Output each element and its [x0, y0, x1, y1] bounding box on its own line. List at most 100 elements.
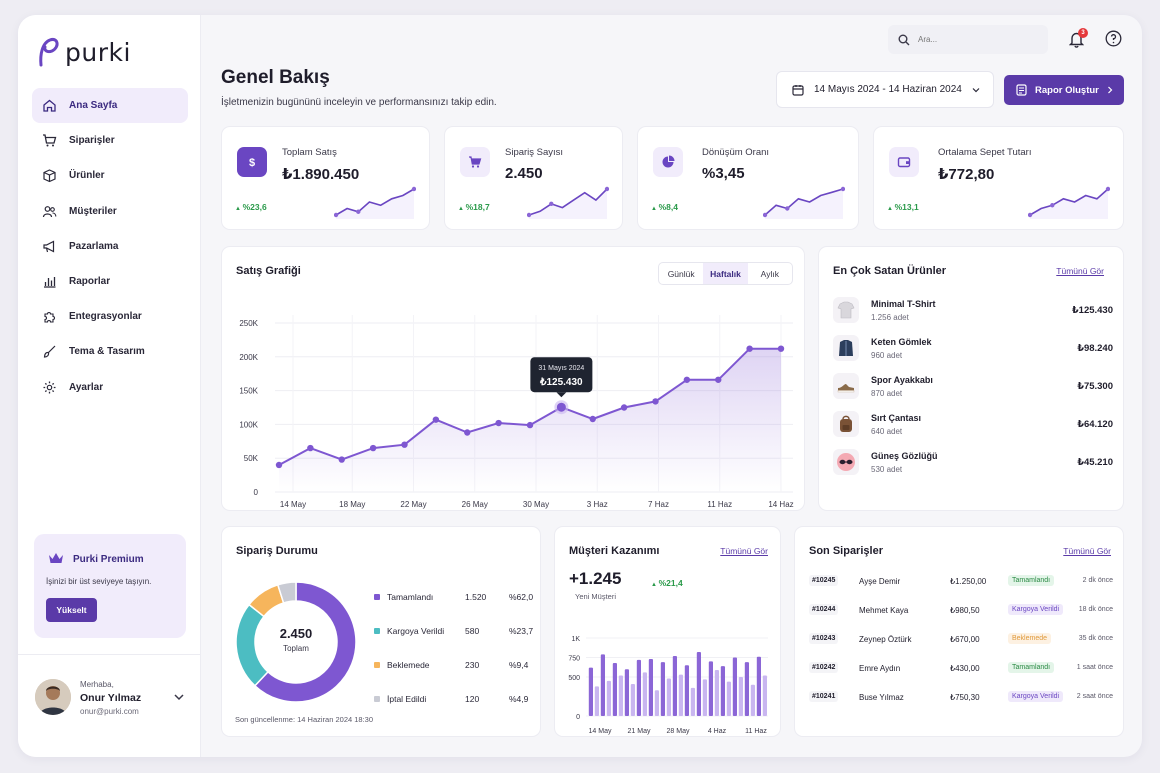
data-point[interactable]: [432, 416, 440, 423]
search-box[interactable]: [888, 25, 1048, 54]
data-point[interactable]: [307, 444, 314, 452]
order-amount: ₺430,00: [950, 664, 980, 673]
data-point[interactable]: [620, 404, 628, 411]
sunglasses-icon: [837, 453, 855, 471]
bar[interactable]: [606, 680, 611, 716]
acquisition-view-all[interactable]: Tümünü Gör: [720, 546, 768, 556]
data-point[interactable]: [652, 398, 659, 405]
data-point[interactable]: [777, 345, 785, 352]
order-row[interactable]: #10242 Emre Aydın ₺430,00 Tamamlandı 1 saat …: [809, 659, 1113, 679]
donut-slice[interactable]: [276, 581, 297, 604]
bar[interactable]: [588, 667, 593, 716]
bar[interactable]: [612, 662, 617, 716]
data-point[interactable]: [683, 376, 691, 383]
bar[interactable]: [642, 672, 647, 716]
order-row[interactable]: #10245 Ayşe Demir ₺1.250,00 Tamamlandı 2 dk …: [809, 572, 1113, 592]
product-row[interactable]: Minimal T-Shirt 1.256 adet ₺125.430: [833, 297, 1113, 325]
bar[interactable]: [738, 677, 743, 716]
sidebar-item-home[interactable]: Ana Sayfa: [32, 88, 188, 123]
bar[interactable]: [672, 655, 677, 716]
avatar: [35, 679, 71, 715]
bar[interactable]: [744, 662, 749, 716]
product-qty: 640 adet: [871, 427, 903, 436]
tab-monthly[interactable]: Aylık: [760, 268, 779, 279]
y-tick-label: 250K: [239, 319, 258, 328]
recent-orders-view-all[interactable]: Tümünü Gör: [1063, 546, 1111, 556]
y-tick-label: 0: [254, 488, 259, 497]
upgrade-button[interactable]: Yükselt: [46, 598, 97, 622]
bar[interactable]: [690, 687, 695, 716]
bar[interactable]: [726, 681, 731, 716]
tab-daily[interactable]: Günlük: [667, 268, 695, 279]
bar[interactable]: [654, 690, 659, 716]
bar[interactable]: [636, 659, 641, 716]
order-row[interactable]: #10241 Buse Yılmaz ₺750,30 Kargoya Verildi 2…: [809, 688, 1113, 708]
sidebar-item-brush[interactable]: Tema & Tasarım: [32, 334, 188, 369]
order-id: #10242: [809, 662, 839, 673]
bar[interactable]: [684, 665, 689, 716]
help-icon[interactable]: [1105, 30, 1122, 47]
data-point[interactable]: [715, 376, 722, 383]
data-point[interactable]: [526, 421, 534, 429]
bar[interactable]: [624, 669, 629, 716]
bar[interactable]: [750, 684, 755, 716]
data-point[interactable]: [338, 456, 345, 463]
sidebar-item-megaphone[interactable]: Pazarlama: [32, 229, 188, 264]
product-row[interactable]: Güneş Gözlüğü 530 adet ₺45.210: [833, 449, 1113, 477]
bar[interactable]: [630, 684, 635, 716]
bar[interactable]: [714, 669, 719, 716]
product-row[interactable]: Keten Gömlek 960 adet ₺98.240: [833, 335, 1113, 363]
sidebar-item-box[interactable]: Ürünler: [32, 158, 188, 193]
data-point[interactable]: [369, 444, 377, 452]
data-point[interactable]: [556, 402, 566, 412]
order-row[interactable]: #10243 Zeynep Öztürk ₺670,00 Beklemede 35 dk…: [809, 630, 1113, 650]
x-tick-label: 26 May: [462, 500, 488, 509]
bar[interactable]: [618, 675, 623, 716]
gear-icon: [43, 381, 56, 393]
bar[interactable]: [648, 659, 653, 716]
bar[interactable]: [702, 679, 707, 716]
user-profile[interactable]: Merhaba, Onur Yılmaz onur@purki.com: [18, 654, 201, 757]
create-report-label: Rapor Oluştur: [1035, 84, 1099, 96]
status-count: 580: [465, 626, 480, 636]
user-name: Onur Yılmaz: [80, 692, 142, 704]
tab-weekly[interactable]: Haftalık: [703, 263, 748, 284]
y-tick-label: 200K: [239, 353, 258, 362]
status-label: Tamamlandı: [387, 592, 434, 602]
data-point[interactable]: [401, 441, 408, 448]
bar[interactable]: [732, 657, 737, 717]
data-point[interactable]: [589, 415, 596, 423]
bar[interactable]: [594, 686, 599, 716]
product-row[interactable]: Sırt Çantası 640 adet ₺64.120: [833, 411, 1113, 439]
data-point[interactable]: [275, 461, 283, 469]
data-point[interactable]: [746, 345, 753, 352]
bar[interactable]: [666, 678, 671, 716]
order-status-card: Sipariş Durumu 2.450 Toplam Son güncelle…: [221, 526, 541, 737]
chevron-down-icon[interactable]: [174, 693, 184, 701]
data-point[interactable]: [495, 419, 502, 427]
sidebar-item-puzzle[interactable]: Entegrasyonlar: [32, 299, 188, 334]
date-range-picker[interactable]: 14 Mayıs 2024 - 14 Haziran 2024: [776, 71, 994, 108]
bar[interactable]: [756, 656, 761, 716]
bar[interactable]: [708, 661, 713, 716]
sidebar-item-cart[interactable]: Siparişler: [32, 123, 188, 158]
sidebar-item-users[interactable]: Müşteriler: [32, 194, 188, 229]
top-products-view-all[interactable]: Tümünü Gör: [1056, 266, 1104, 276]
sidebar-item-gear[interactable]: Ayarlar: [32, 370, 188, 405]
logo[interactable]: purki: [36, 37, 131, 67]
sidebar-item-bar-chart[interactable]: Raporlar: [32, 264, 188, 299]
create-report-button[interactable]: Rapor Oluştur: [1004, 75, 1124, 105]
product-name: Spor Ayakkabı: [871, 375, 933, 385]
bar[interactable]: [660, 662, 665, 716]
search-input[interactable]: [918, 35, 1028, 44]
bar[interactable]: [678, 674, 683, 716]
bar[interactable]: [600, 654, 605, 716]
order-row[interactable]: #10244 Mehmet Kaya ₺980,50 Kargoya Verildi 1…: [809, 601, 1113, 621]
bar[interactable]: [762, 675, 767, 716]
donut-slice[interactable]: [253, 581, 357, 703]
product-image: [833, 449, 859, 475]
data-point[interactable]: [464, 429, 471, 436]
product-row[interactable]: Spor Ayakkabı 870 adet ₺75.300: [833, 373, 1113, 401]
bar[interactable]: [720, 666, 725, 716]
bar[interactable]: [696, 652, 701, 716]
